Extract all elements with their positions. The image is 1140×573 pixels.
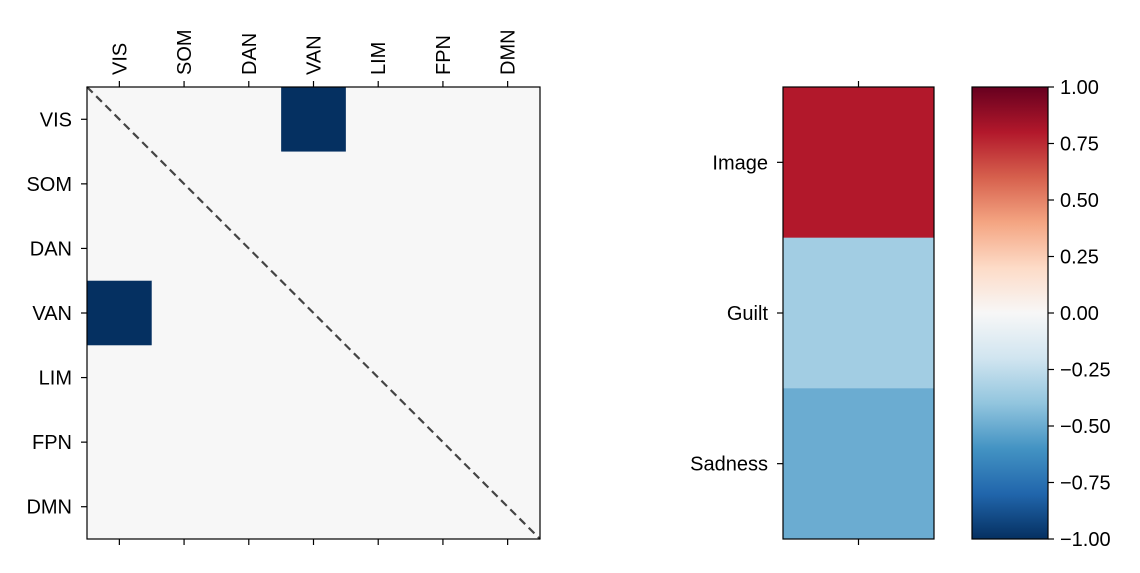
matrix-cell-fpn-dmn <box>475 409 541 475</box>
matrix-cell-fpn-vis <box>87 409 153 475</box>
colorbar-tick-label: 0.00 <box>1060 303 1099 325</box>
diagonal-line <box>86 86 541 540</box>
matrix-cell-vis-dmn <box>475 87 541 153</box>
matrix-row-label-lim: LIM <box>39 368 72 390</box>
matrix-cell-dan-fpn <box>410 216 476 282</box>
matrix-col-label-som: SOM <box>174 29 196 75</box>
matrix-cell-van-lim <box>345 280 412 346</box>
colorbar-tick-label: 0.25 <box>1060 247 1099 269</box>
colorbar-tick-label: −0.50 <box>1060 416 1111 438</box>
matrix-cell-fpn-som <box>151 409 217 475</box>
matrix-cell-fpn-dan <box>216 409 282 475</box>
colorbar-tick-label: −1.00 <box>1060 529 1111 551</box>
matrix-cell-lim-fpn <box>410 345 476 411</box>
matrix-cell-dan-vis <box>87 216 153 282</box>
matrix-cell-dan-lim <box>345 216 412 282</box>
condition-label-sadness: Sadness <box>690 454 768 476</box>
condition-column-heatmap: Image Guilt Sadness <box>690 81 935 545</box>
colorbar-tick-label: −0.25 <box>1060 360 1111 382</box>
matrix-cell-dan-som <box>151 216 217 282</box>
matrix-cell-van-fpn <box>410 280 476 346</box>
matrix-cell-dmn-som <box>151 474 217 540</box>
matrix-cell-vis-dan <box>216 87 282 153</box>
matrix-cell-dan-van <box>281 216 347 282</box>
matrix-row-label-dan: DAN <box>30 238 72 260</box>
matrix-cell-dmn-fpn <box>410 474 476 540</box>
matrix-cell-som-lim <box>345 151 412 217</box>
matrix-cell-dmn-dan <box>216 474 282 540</box>
matrix-row-label-vis: VIS <box>40 109 72 131</box>
matrix-cell-dmn-vis <box>87 474 153 540</box>
colorbar-tick-label: −0.75 <box>1060 473 1111 495</box>
matrix-row-label-van: VAN <box>32 303 72 325</box>
colorbar: 1.00 0.75 0.50 0.25 0.00 −0.25 −0.50 −0.75 −1.00 <box>971 77 1111 551</box>
matrix-cell-lim-som <box>151 345 217 411</box>
matrix-cell-fpn-van <box>281 409 347 475</box>
matrix-row-label-dmn: DMN <box>26 497 72 519</box>
matrix-cell-van-dmn <box>475 280 541 346</box>
matrix-col-label-dan: DAN <box>239 33 261 75</box>
matrix-cell-lim-van <box>281 345 347 411</box>
colorbar-tick-label: 0.75 <box>1060 134 1099 156</box>
matrix-cell-van-vis <box>87 280 153 346</box>
matrix-cell-dmn-van <box>281 474 347 540</box>
matrix-cell-lim-vis <box>87 345 153 411</box>
matrix-col-label-dmn: DMN <box>498 29 520 75</box>
matrix-cell-vis-som <box>151 87 217 153</box>
matrix-cell-lim-dmn <box>475 345 541 411</box>
matrix-cell-dan-dmn <box>475 216 541 282</box>
matrix-cell-som-van <box>281 151 347 217</box>
condition-cell-image <box>783 87 934 239</box>
condition-cell-sadness <box>783 388 934 540</box>
matrix-cell-van-dan <box>216 280 282 346</box>
condition-label-image: Image <box>712 152 768 174</box>
matrix-cell-vis-lim <box>345 87 412 153</box>
network-matrix-heatmap: VIS SOM DAN VAN LIM FPN DMN VIS SOM DAN VAN LIM FPN D… <box>26 29 541 545</box>
matrix-cell-som-vis <box>87 151 153 217</box>
matrix-col-label-van: VAN <box>304 35 326 75</box>
matrix-cell-van-som <box>151 280 217 346</box>
colorbar-tick-label: 0.50 <box>1060 190 1099 212</box>
matrix-cell-vis-van <box>281 87 347 153</box>
matrix-col-label-lim: LIM <box>368 42 390 75</box>
matrix-col-label-fpn: FPN <box>433 35 455 75</box>
matrix-cell-som-dan <box>216 151 282 217</box>
matrix-col-label-vis: VIS <box>109 43 131 75</box>
matrix-cell-vis-fpn <box>410 87 476 153</box>
colorbar-gradient <box>972 87 1048 539</box>
condition-label-guilt: Guilt <box>727 303 769 325</box>
matrix-row-label-fpn: FPN <box>32 432 72 454</box>
matrix-cell-lim-dan <box>216 345 282 411</box>
condition-cell-guilt <box>783 237 934 389</box>
matrix-cell-som-fpn <box>410 151 476 217</box>
matrix-cell-som-dmn <box>475 151 541 217</box>
colorbar-tick-label: 1.00 <box>1060 77 1099 99</box>
matrix-cell-fpn-lim <box>345 409 412 475</box>
matrix-cell-dmn-lim <box>345 474 412 540</box>
matrix-row-label-som: SOM <box>26 174 72 196</box>
